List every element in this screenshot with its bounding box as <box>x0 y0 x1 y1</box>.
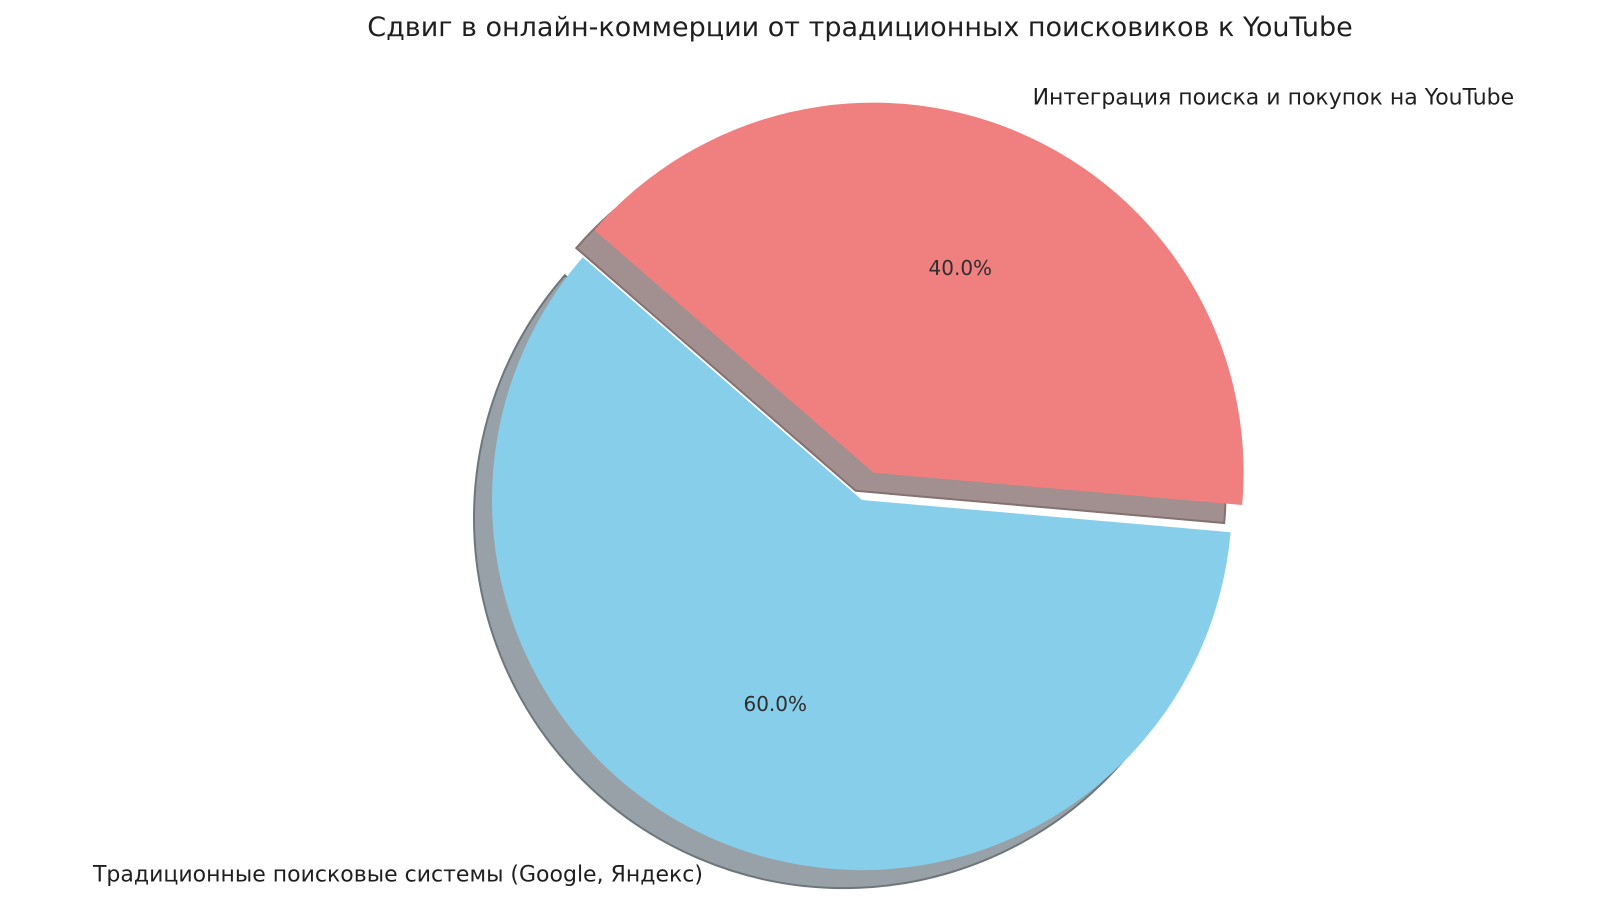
pct-label-traditional-search: 60.0% <box>743 692 808 717</box>
pie-slice-0 <box>594 102 1244 505</box>
pct-label-youtube: 40.0% <box>928 256 993 281</box>
pie-slice-1 <box>491 257 1231 871</box>
slice-label-traditional-search: Традиционные поисковые системы (Google, … <box>92 862 703 888</box>
chart-title: Сдвиг в онлайн-коммерции от традиционных… <box>367 12 1353 43</box>
slice-label-youtube: Интеграция поиска и покупок на YouTube <box>1032 85 1515 111</box>
